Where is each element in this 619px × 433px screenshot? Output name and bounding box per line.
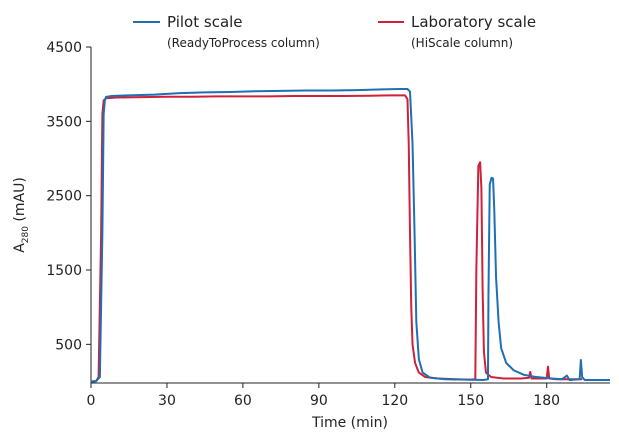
x-tick-label: 90 (310, 393, 328, 409)
y-ticks: 500 1500 2500 3500 4500 (46, 40, 91, 353)
series-line-laboratory-scale (90, 94, 583, 383)
legend-sublabel-pilot-scale: (ReadyToProcess column) (167, 36, 320, 50)
series-line-pilot-scale (90, 88, 610, 383)
legend-label-pilot-scale: Pilot scale (167, 13, 243, 31)
legend-entry-pilot-scale: Pilot scale (ReadyToProcess column) (133, 13, 320, 50)
y-tick-label: 3500 (46, 114, 82, 130)
legend-entry-laboratory-scale: Laboratory scale (HiScale column) (378, 13, 536, 50)
y-tick-label: 4500 (46, 40, 82, 56)
y-tick-label: 1500 (46, 263, 82, 279)
legend-label-laboratory-scale: Laboratory scale (411, 13, 536, 31)
plot-area: 500 1500 2500 3500 4500 0 30 60 90 120 150 180 (46, 40, 610, 409)
y-axis-title-suffix: (mAU) (12, 177, 28, 226)
legend: Pilot scale (ReadyToProcess column) Labo… (133, 13, 536, 50)
series-lines (90, 88, 610, 383)
x-tick-label: 30 (158, 393, 176, 409)
x-axis-title: Time (min) (311, 415, 388, 431)
x-tick-label: 180 (533, 393, 560, 409)
y-axis-title-subscript: 280 (21, 226, 31, 243)
y-tick-label: 2500 (46, 189, 82, 205)
y-axis-title-prefix: A (12, 243, 28, 253)
x-tick-label: 150 (457, 393, 484, 409)
legend-sublabel-laboratory-scale: (HiScale column) (411, 36, 513, 50)
y-tick-label: 500 (55, 337, 82, 353)
x-tick-label: 120 (381, 393, 408, 409)
x-ticks: 0 30 60 90 120 150 180 (87, 383, 560, 409)
y-axis-title: A280 (mAU) (12, 177, 31, 253)
x-tick-label: 0 (87, 393, 96, 409)
x-tick-label: 60 (234, 393, 252, 409)
